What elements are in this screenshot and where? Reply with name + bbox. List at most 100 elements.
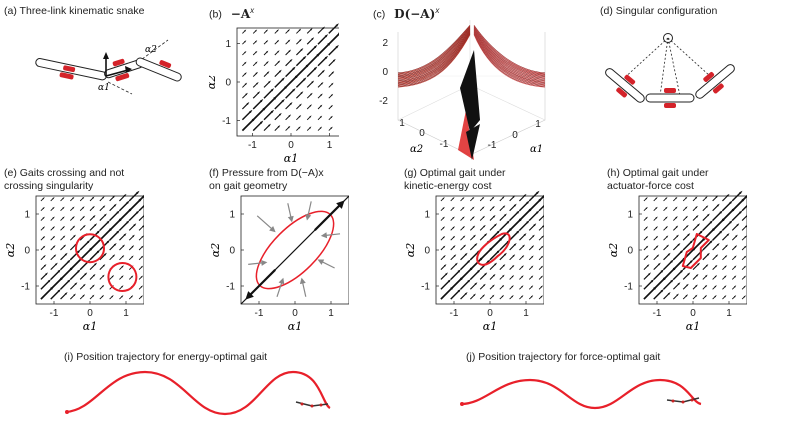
field-arrow-head: [531, 275, 534, 278]
vector-field-g: -1 -1 0 0 1 1 α1 α2: [404, 190, 544, 333]
field-arrow: [509, 296, 513, 300]
field-arrow: [673, 235, 678, 241]
field-arrow-head: [322, 26, 325, 30]
field-arrow-head: [330, 115, 333, 119]
vector-field-e: -1 -1 0 0 1 1 α1 α2: [4, 190, 144, 333]
field-arrow: [295, 57, 306, 67]
field-arrow: [721, 221, 732, 231]
field-arrow-head: [53, 245, 56, 248]
field-arrow: [138, 276, 143, 280]
field-arrow-head: [645, 226, 648, 229]
field-arrow: [296, 104, 301, 110]
field-arrow: [119, 286, 123, 290]
field-arrow-head: [72, 196, 75, 200]
field-arrow: [663, 236, 668, 241]
field-arrow: [489, 224, 496, 231]
field-arrow: [470, 294, 475, 300]
y-tick-label: -1: [226, 282, 235, 293]
field-arrow: [450, 263, 457, 271]
field-arrow: [499, 295, 503, 300]
field-arrow-head: [102, 205, 106, 208]
field-arrow-head: [298, 28, 302, 32]
field-arrow: [50, 227, 54, 231]
field-arrow: [252, 100, 262, 110]
caption-j: (j) Position trajectory for force-optima…: [466, 351, 661, 363]
field-arrow-head: [52, 235, 56, 239]
field-arrow-head: [709, 239, 714, 244]
field-arrow-head: [338, 32, 339, 34]
field-arrow: [89, 295, 94, 300]
field-arrow: [722, 234, 729, 241]
field-arrow: [653, 270, 663, 280]
field-arrow: [643, 227, 647, 231]
field-arrow: [702, 206, 708, 212]
field-arrow-head: [43, 255, 46, 258]
field-arrow-head: [685, 206, 688, 209]
field-arrow-head: [462, 225, 465, 229]
alpha2-label: α2: [145, 45, 157, 55]
field-arrow: [509, 286, 513, 290]
field-arrow-head: [724, 275, 727, 278]
caption-a: (a) Three-link kinematic snake: [4, 5, 145, 17]
field-arrow-head: [704, 284, 708, 288]
field-arrow-head: [303, 55, 307, 60]
field-arrow-head: [482, 206, 485, 209]
field-arrow: [460, 260, 470, 271]
field-arrow: [672, 270, 683, 280]
mesh-line-right: [473, 33, 546, 86]
mesh-line-left: [397, 34, 471, 88]
field-arrow-head: [675, 206, 678, 209]
field-arrow-head: [726, 233, 730, 236]
field-arrow: [479, 248, 492, 261]
arrow-field: [643, 190, 747, 300]
field-arrow-head: [677, 242, 681, 246]
field-arrow: [722, 286, 726, 290]
field-arrow-head: [256, 81, 259, 85]
field-arrow-head: [142, 225, 144, 228]
field-arrow: [450, 207, 454, 212]
field-arrow: [138, 296, 142, 300]
field-arrow-head: [300, 91, 304, 95]
field-arrow: [489, 295, 494, 300]
field-arrow: [653, 290, 663, 300]
field-arrow-head: [533, 223, 537, 227]
field-arrow: [509, 204, 516, 212]
vector-field-h: -1 -1 0 0 1 1 α1 α2: [607, 190, 747, 333]
field-arrow-head: [502, 274, 505, 278]
field-arrow: [731, 224, 739, 231]
y-tick-label: 1: [24, 210, 30, 221]
field-arrow-head: [504, 213, 507, 217]
field-arrow: [138, 236, 143, 241]
x-tick-label: 0: [487, 308, 493, 319]
field-arrow-head: [540, 285, 543, 288]
field-arrow-head: [729, 200, 733, 204]
mesh-line-right: [473, 25, 546, 74]
y-tick-label: -1: [222, 116, 231, 127]
mesh-line-right: [473, 30, 546, 82]
field-arrow: [242, 30, 246, 34]
field-arrow-head: [526, 220, 530, 224]
field-arrow: [328, 72, 334, 77]
field-arrow: [317, 35, 327, 45]
field-arrow-head: [94, 262, 98, 266]
field-arrow-head: [102, 196, 105, 199]
ytick-2: -1: [440, 139, 449, 150]
field-arrow: [509, 196, 515, 202]
field-arrow-head: [677, 282, 681, 286]
mesh-line-left: [397, 32, 471, 85]
field-arrow-head: [667, 292, 671, 295]
field-arrow-head: [52, 226, 55, 229]
field-arrow-head: [648, 272, 651, 276]
field-arrow: [296, 127, 300, 131]
field-arrow-head: [62, 225, 65, 229]
field-arrow: [518, 201, 529, 212]
field-arrow-head: [331, 82, 334, 86]
field-arrow-head: [452, 235, 456, 239]
field-arrow-head: [319, 115, 323, 118]
field-arrow: [489, 207, 494, 212]
field-arrow-head: [453, 245, 456, 248]
field-arrow-head: [331, 71, 335, 74]
field-arrow-head: [270, 88, 275, 92]
caption-g: (g) Optimal gait under kinetic-energy cos…: [404, 167, 506, 192]
y-tick-label: 1: [229, 210, 235, 221]
